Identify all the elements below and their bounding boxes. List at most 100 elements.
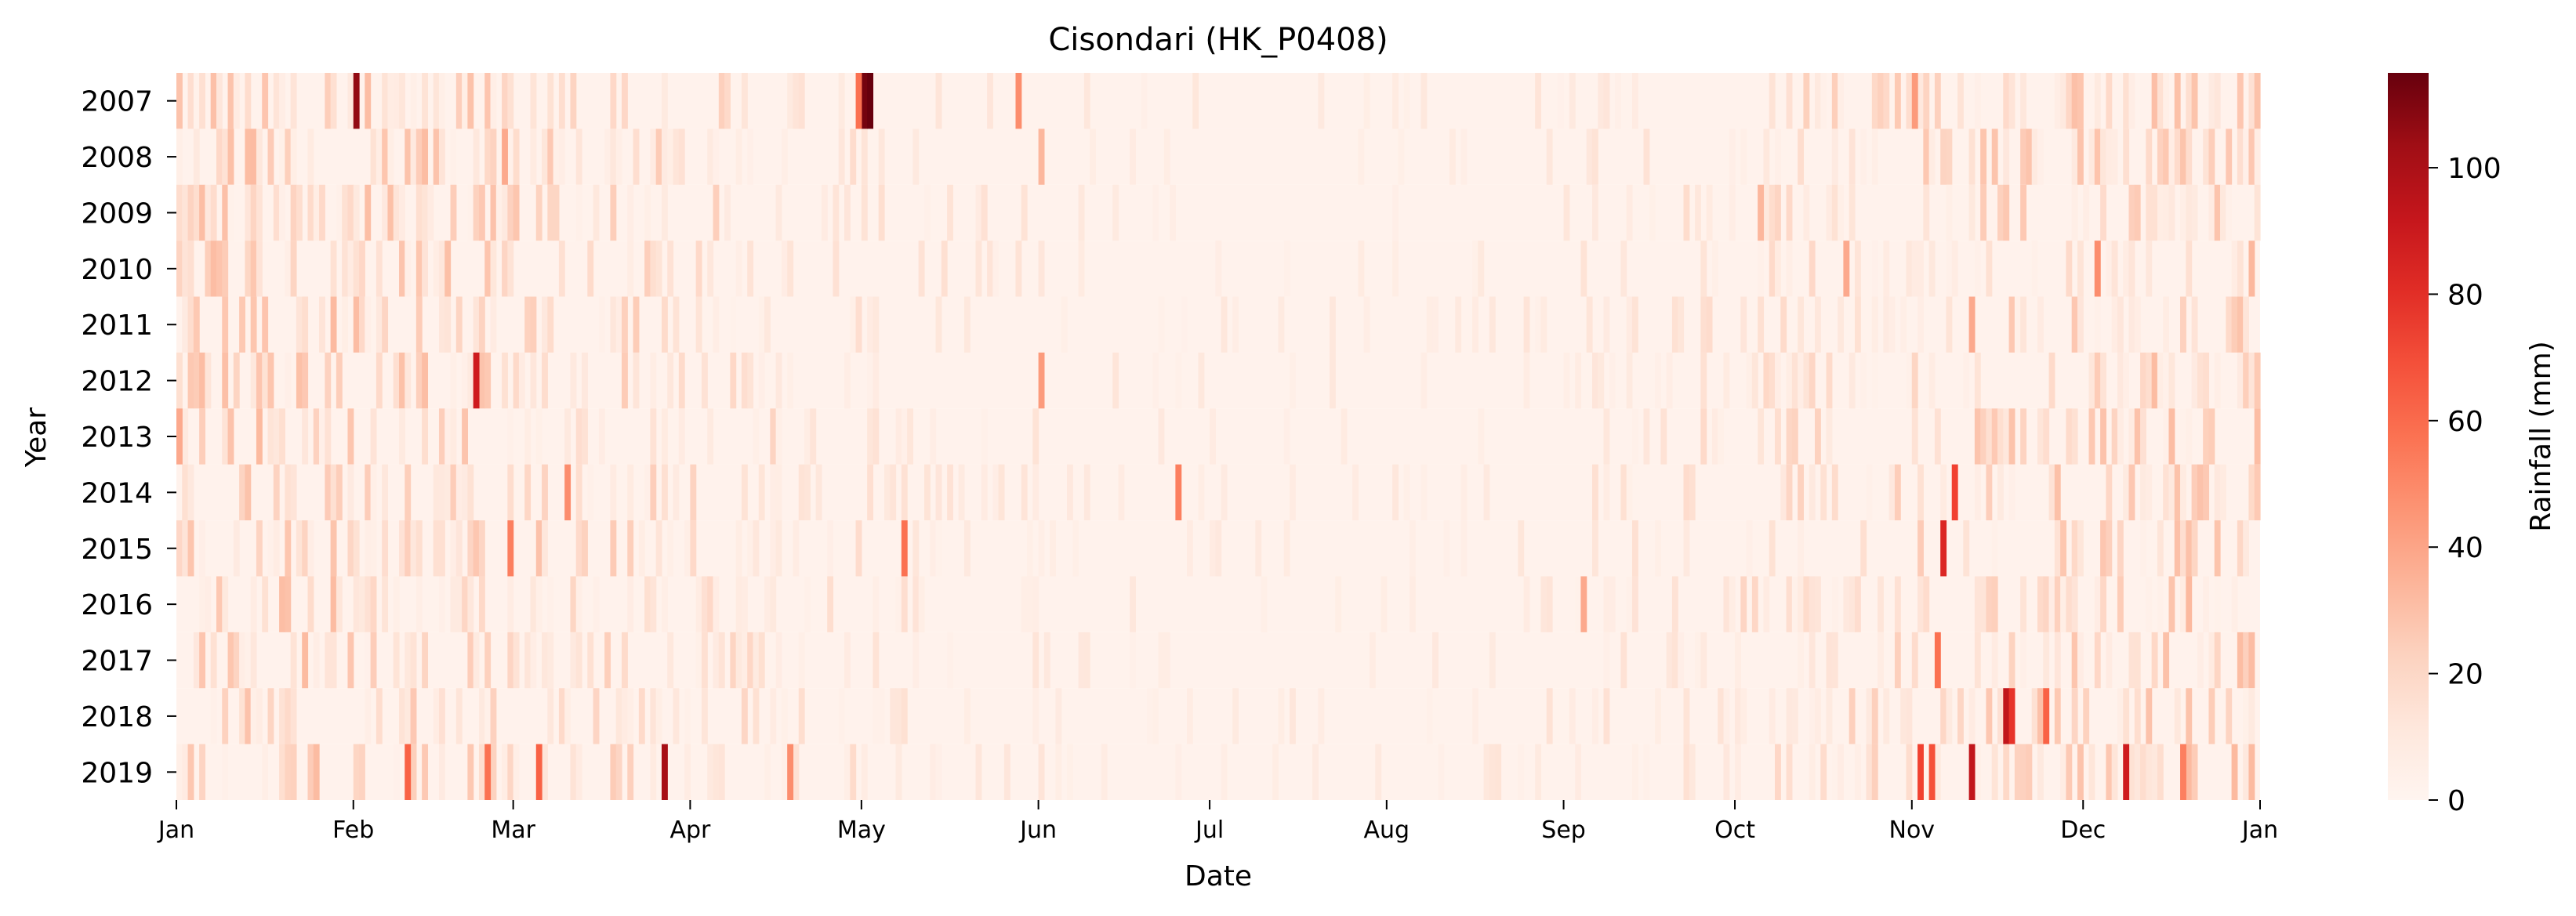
- heatmap-cell: [405, 688, 412, 744]
- heatmap-cell: [285, 464, 292, 521]
- heatmap-cell: [273, 184, 280, 241]
- heatmap-cell-peak: [353, 73, 360, 129]
- heatmap-cell: [2186, 241, 2193, 297]
- heatmap-cell: [1917, 73, 1924, 129]
- heatmap-cell: [2163, 408, 2170, 465]
- heatmap-cell: [2083, 688, 2090, 744]
- heatmap-cell: [1928, 129, 1936, 185]
- heatmap-cell: [2037, 688, 2044, 744]
- heatmap-cell: [399, 73, 405, 129]
- heatmap-cell: [1449, 129, 1456, 185]
- heatmap-cell: [1997, 464, 2004, 521]
- heatmap-cell: [2243, 129, 2250, 185]
- heatmap-cell: [575, 520, 582, 577]
- heatmap-cell: [1278, 296, 1285, 353]
- heatmap-cell: [2066, 241, 2073, 297]
- heatmap-cell: [450, 576, 457, 632]
- heatmap-cell: [2060, 520, 2066, 577]
- heatmap-cell: [2134, 744, 2141, 800]
- heatmap-cell: [701, 688, 708, 744]
- heatmap-cell: [1946, 184, 1953, 241]
- heatmap-cell: [2163, 352, 2170, 409]
- heatmap-cell: [1067, 744, 1073, 800]
- heatmap-cell: [667, 129, 674, 185]
- heatmap-cell: [2117, 408, 2124, 465]
- heatmap-cell-peak: [2094, 241, 2101, 297]
- heatmap-cell: [2037, 296, 2044, 353]
- heatmap-cell: [2020, 184, 2027, 241]
- heatmap-cell: [182, 296, 189, 353]
- heatmap-cell: [992, 464, 1000, 521]
- heatmap-cell: [518, 352, 525, 409]
- heatmap-cell: [547, 688, 554, 744]
- heatmap-cell: [1871, 744, 1878, 800]
- heatmap-cell: [467, 520, 474, 577]
- heatmap-cell: [433, 241, 440, 297]
- heatmap-cell: [558, 129, 565, 185]
- heatmap-cell: [1563, 184, 1570, 241]
- heatmap-cell: [382, 296, 389, 353]
- heatmap-cell: [2237, 296, 2244, 353]
- heatmap-cell-peak: [2180, 744, 2186, 800]
- heatmap-cell: [810, 408, 817, 465]
- heatmap-cell: [455, 464, 463, 521]
- heatmap-cell: [262, 744, 269, 800]
- heatmap-cell: [1152, 184, 1159, 241]
- heatmap-row-background: [176, 576, 2260, 632]
- heatmap-cell: [1489, 296, 1496, 353]
- heatmap-cell: [1763, 576, 1770, 632]
- heatmap-cell: [2128, 464, 2135, 521]
- heatmap-cell: [2134, 688, 2141, 744]
- heatmap-cell: [1814, 408, 1821, 465]
- heatmap-cell: [296, 184, 303, 241]
- heatmap-cell: [2186, 688, 2193, 744]
- heatmap-cell: [2151, 352, 2158, 409]
- heatmap-cell: [1186, 688, 1193, 744]
- heatmap-cell: [542, 744, 548, 800]
- heatmap-cell: [267, 408, 274, 465]
- heatmap-cell: [2071, 184, 2078, 241]
- heatmap-cell: [450, 352, 457, 409]
- heatmap-cell: [1831, 464, 1838, 521]
- heatmap-cell: [2077, 744, 2084, 800]
- heatmap-cell: [336, 352, 343, 409]
- heatmap-cell: [793, 744, 800, 800]
- heatmap-cell: [1860, 520, 1867, 577]
- heatmap-cell-peak: [1038, 352, 1045, 409]
- heatmap-cell: [1626, 184, 1633, 241]
- heatmap-cell: [267, 129, 274, 185]
- heatmap-cell: [2077, 632, 2084, 689]
- heatmap-cell: [2060, 576, 2066, 632]
- heatmap-cell: [1883, 73, 1890, 129]
- heatmap-cell: [1443, 520, 1450, 577]
- heatmap-cell: [2220, 184, 2226, 241]
- heatmap-cell: [833, 184, 840, 241]
- heatmap-cell: [455, 296, 463, 353]
- heatmap-cell: [1883, 688, 1890, 744]
- heatmap-cell: [610, 73, 617, 129]
- heatmap-cell: [176, 352, 183, 409]
- heatmap-cell: [1974, 352, 1981, 409]
- heatmap-cell: [1683, 688, 1690, 744]
- heatmap-cell: [1951, 241, 1958, 297]
- heatmap-cell: [2094, 129, 2101, 185]
- heatmap-cell: [484, 688, 492, 744]
- heatmap-cell: [1603, 296, 1610, 353]
- heatmap-cell: [2163, 184, 2170, 241]
- heatmap-cell: [1991, 408, 1998, 465]
- heatmap-cell-peak: [1175, 464, 1182, 521]
- heatmap-cell: [2123, 241, 2130, 297]
- heatmap-cell: [981, 464, 988, 521]
- heatmap-cell: [1420, 352, 1428, 409]
- heatmap-cell: [2123, 352, 2130, 409]
- heatmap-cell: [1283, 408, 1290, 465]
- heatmap-cell: [1683, 184, 1690, 241]
- heatmap-cell: [2008, 464, 2015, 521]
- heatmap-cell: [2231, 296, 2238, 353]
- heatmap-cell: [1775, 352, 1781, 409]
- y-tick-label: 2007: [81, 86, 153, 118]
- heatmap-cell: [2243, 688, 2250, 744]
- x-tick-label: Oct: [1714, 816, 1755, 844]
- heatmap-cell: [216, 73, 223, 129]
- heatmap-cell: [1643, 408, 1650, 465]
